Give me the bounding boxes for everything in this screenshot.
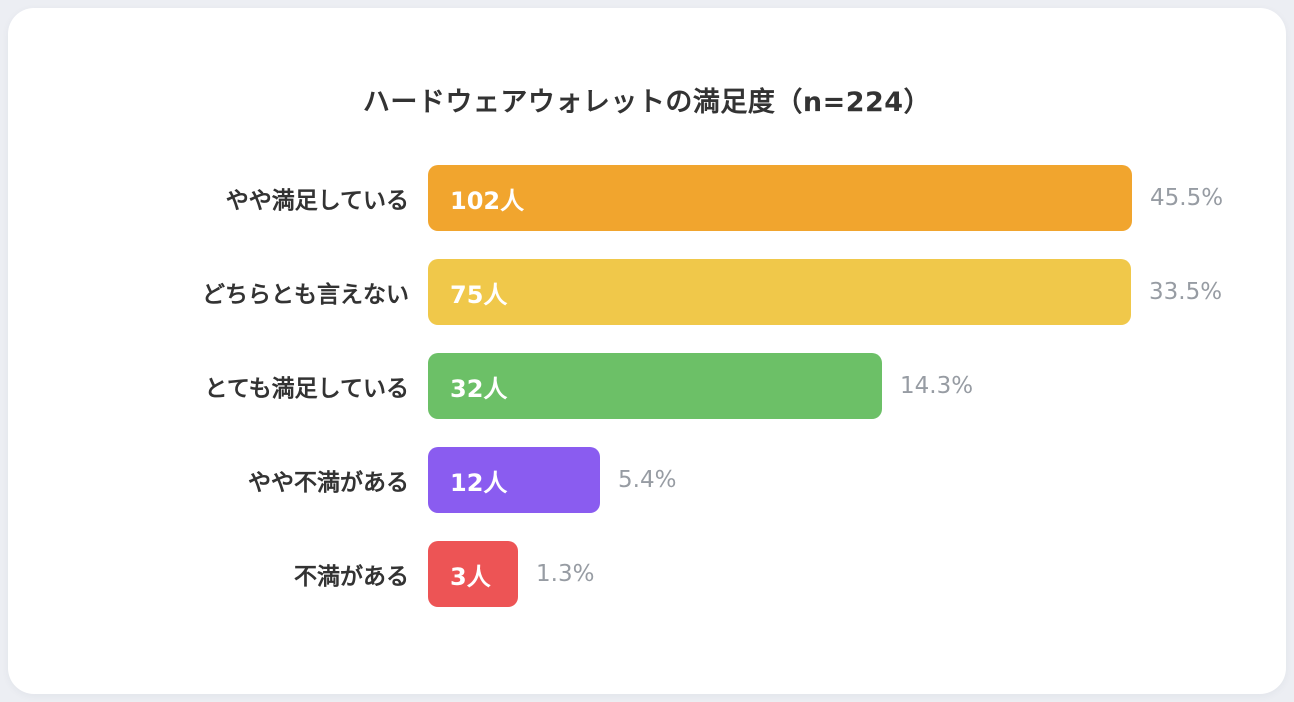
category-label: どちらとも言えない [202,282,409,308]
percent-label: 14.3% [900,373,974,399]
percent-label: 5.4% [618,467,677,493]
chart-title: ハードウェアウォレットの満足度（n=224） [362,87,932,118]
bar-row: 不満がある 3人 1.3% [8,541,1286,607]
bar-row: とても満足している 32人 14.3% [8,353,1286,419]
value-label: 32人 [450,374,508,403]
value-label: 75人 [450,280,508,309]
bar: 102人 [428,165,1132,231]
bar-row: やや不満がある 12人 5.4% [8,447,1286,513]
category-label: 不満がある [294,564,409,590]
bar-row: どちらとも言えない 75人 33.5% [8,259,1286,325]
percent-label: 1.3% [536,561,595,587]
percent-label: 45.5% [1150,185,1224,211]
category-label: やや不満がある [248,470,409,496]
bar: 32人 [428,353,882,419]
value-label: 102人 [450,186,525,215]
bar: 75人 [428,259,1131,325]
bar-row: やや満足している 102人 45.5% [8,165,1286,231]
value-label: 12人 [450,468,508,497]
value-label: 3人 [450,562,491,591]
bar: 3人 [428,541,518,607]
bar: 12人 [428,447,600,513]
category-label: とても満足している [204,376,409,402]
chart-card: ハードウェアウォレットの満足度（n=224） やや満足している 102人 45.5%… [8,8,1286,694]
bar-chart: やや満足している 102人 45.5% どちらとも言えない 75人 33.5% とても満足し… [8,165,1286,635]
percent-label: 33.5% [1149,279,1223,305]
category-label: やや満足している [225,188,409,214]
